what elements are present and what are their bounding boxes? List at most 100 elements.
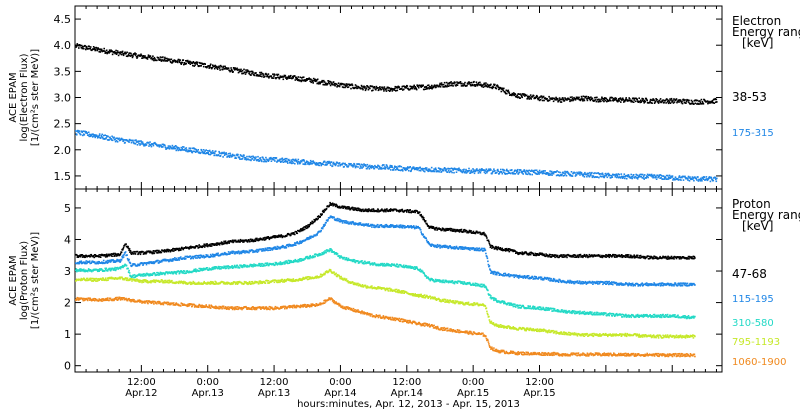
data-point bbox=[256, 248, 258, 251]
data-point bbox=[638, 97, 640, 99]
data-point bbox=[479, 231, 481, 234]
data-point bbox=[130, 252, 132, 254]
data-point bbox=[379, 86, 381, 88]
data-point bbox=[580, 172, 583, 174]
data-point bbox=[446, 227, 449, 230]
data-point bbox=[413, 211, 415, 213]
data-point bbox=[181, 246, 183, 249]
data-point bbox=[77, 44, 80, 47]
data-point bbox=[430, 84, 433, 87]
data-point bbox=[449, 84, 451, 87]
data-point bbox=[306, 237, 308, 239]
data-point bbox=[527, 172, 530, 174]
data-point bbox=[444, 230, 447, 232]
data-point bbox=[314, 80, 317, 83]
data-point bbox=[373, 224, 376, 227]
data-point bbox=[225, 152, 227, 154]
data-point bbox=[397, 168, 399, 171]
data-point bbox=[378, 87, 381, 89]
data-point bbox=[151, 261, 153, 263]
data-point bbox=[413, 88, 416, 90]
data-point bbox=[132, 139, 134, 142]
data-point bbox=[258, 74, 261, 76]
y-tick-label: 3.0 bbox=[54, 92, 72, 105]
data-point bbox=[335, 218, 338, 221]
data-point bbox=[166, 60, 169, 62]
data-point bbox=[151, 252, 154, 255]
data-point bbox=[92, 46, 95, 48]
data-point bbox=[448, 82, 450, 85]
data-point bbox=[139, 54, 142, 57]
data-point bbox=[538, 254, 540, 256]
data-point bbox=[620, 255, 622, 258]
data-point bbox=[112, 259, 114, 261]
data-point bbox=[576, 171, 578, 174]
data-point bbox=[284, 160, 286, 163]
data-point bbox=[241, 239, 244, 242]
data-point bbox=[634, 97, 636, 100]
data-point bbox=[483, 83, 485, 86]
data-point bbox=[659, 101, 661, 103]
data-point bbox=[334, 203, 336, 206]
data-point bbox=[552, 97, 554, 100]
data-point bbox=[669, 102, 672, 104]
data-point bbox=[444, 244, 447, 247]
data-point bbox=[160, 60, 163, 62]
data-point bbox=[549, 170, 551, 172]
data-point bbox=[652, 176, 655, 178]
data-point bbox=[427, 84, 430, 86]
data-point bbox=[517, 96, 519, 99]
data-point bbox=[432, 244, 434, 246]
data-point bbox=[596, 96, 598, 99]
data-point bbox=[250, 155, 253, 158]
data-point bbox=[319, 162, 322, 165]
data-point bbox=[323, 160, 326, 163]
data-point bbox=[115, 139, 118, 142]
data-point bbox=[420, 213, 422, 216]
data-point bbox=[169, 260, 171, 262]
data-point bbox=[264, 236, 266, 239]
data-point bbox=[559, 99, 561, 101]
data-point bbox=[491, 172, 493, 175]
data-point bbox=[196, 63, 198, 65]
data-point bbox=[103, 47, 105, 50]
data-point bbox=[180, 62, 182, 64]
data-point bbox=[515, 170, 518, 172]
data-point bbox=[461, 171, 464, 174]
data-point bbox=[680, 101, 683, 104]
data-point bbox=[294, 162, 296, 165]
data-point bbox=[422, 170, 425, 172]
data-point bbox=[288, 75, 290, 77]
data-point bbox=[98, 133, 101, 135]
data-point bbox=[384, 224, 387, 226]
data-point bbox=[436, 246, 438, 249]
data-point bbox=[455, 246, 457, 249]
data-point bbox=[631, 177, 633, 180]
data-point bbox=[469, 249, 471, 251]
data-point bbox=[110, 138, 112, 140]
data-point bbox=[144, 252, 146, 255]
data-point bbox=[481, 247, 483, 250]
data-point bbox=[148, 56, 151, 59]
data-point bbox=[307, 224, 309, 226]
data-point bbox=[347, 165, 350, 167]
data-point bbox=[331, 203, 333, 206]
data-point bbox=[438, 244, 441, 246]
data-point bbox=[83, 134, 86, 136]
data-point bbox=[624, 256, 627, 258]
data-point bbox=[244, 157, 247, 159]
data-point bbox=[99, 256, 102, 258]
data-point bbox=[134, 52, 136, 54]
data-point bbox=[395, 225, 398, 228]
data-point bbox=[132, 55, 134, 57]
data-point bbox=[586, 99, 589, 102]
data-point bbox=[455, 230, 458, 232]
data-point bbox=[209, 151, 212, 153]
data-point bbox=[82, 130, 85, 132]
data-point bbox=[563, 172, 565, 174]
data-point bbox=[385, 223, 388, 226]
data-point bbox=[637, 176, 639, 178]
data-point bbox=[517, 168, 519, 171]
data-point bbox=[705, 178, 707, 181]
data-point bbox=[460, 230, 462, 233]
